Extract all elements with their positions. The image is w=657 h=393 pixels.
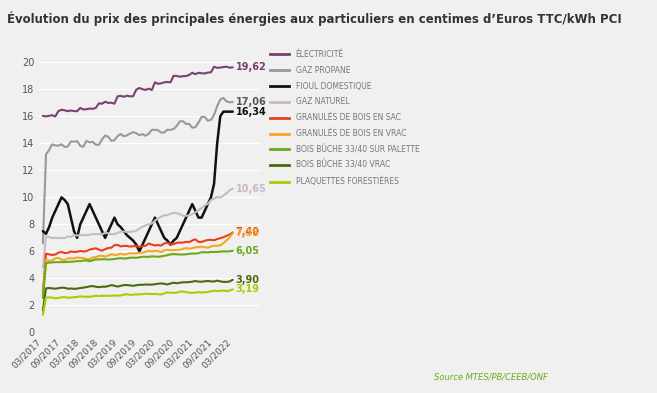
Text: 17,06: 17,06 [236,97,266,107]
Text: 6,05: 6,05 [236,246,260,256]
Text: Évolution du prix des principales énergies aux particuliers en centimes d’Euros : Évolution du prix des principales énergi… [7,12,622,26]
Text: Source MTES/PB/CEEB/ONF: Source MTES/PB/CEEB/ONF [434,372,547,381]
Text: 19,62: 19,62 [236,62,266,72]
Text: 7,40: 7,40 [236,228,260,237]
Text: 3,19: 3,19 [236,285,260,294]
Legend: ÉLECTRICITÉ, GAZ PROPANE, FIOUL DOMESTIQUE, GAZ NATUREL, GRANULÉS DE BOIS EN SAC: ÉLECTRICITÉ, GAZ PROPANE, FIOUL DOMESTIQ… [267,47,422,189]
Text: 16,34: 16,34 [236,107,266,117]
Text: 3,90: 3,90 [236,275,260,285]
Text: 7,35: 7,35 [236,228,260,238]
Text: 10,65: 10,65 [236,184,266,194]
